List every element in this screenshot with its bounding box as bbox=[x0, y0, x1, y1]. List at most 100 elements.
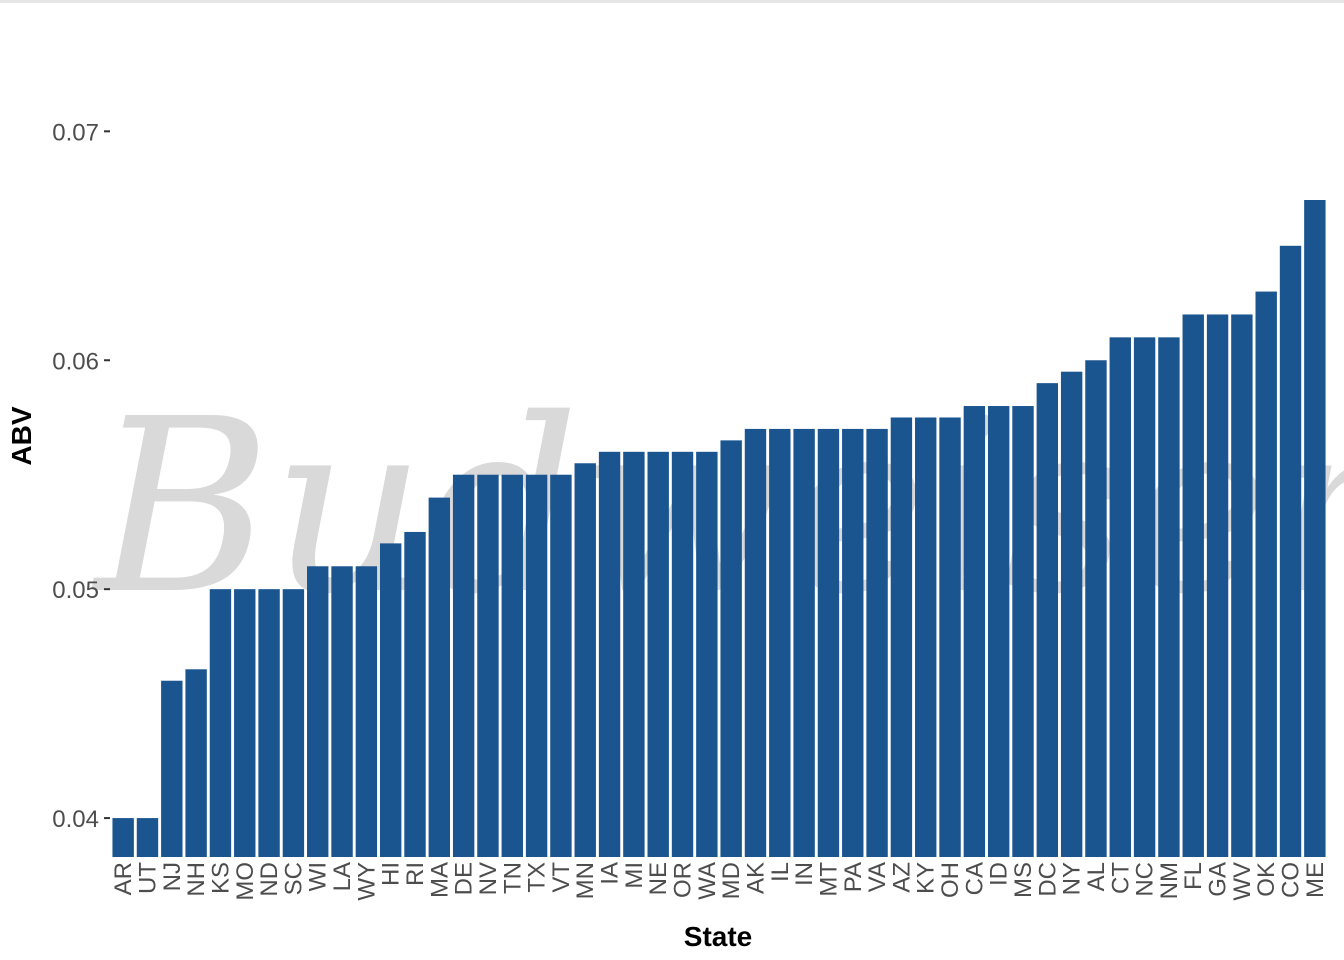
x-tick-label-ky: KY bbox=[913, 862, 940, 894]
bar-dc bbox=[1036, 383, 1059, 857]
y-tick-label: 0.07 bbox=[52, 119, 99, 146]
bar-ok bbox=[1255, 291, 1277, 857]
bar-mi bbox=[623, 451, 645, 857]
bar-az bbox=[890, 417, 913, 857]
bar-ne bbox=[647, 451, 669, 857]
x-tick-label-md: MD bbox=[718, 862, 745, 899]
x-tick-label-ca: CA bbox=[961, 862, 988, 895]
x-tick-label-co: CO bbox=[1278, 862, 1305, 898]
bar-me bbox=[1304, 200, 1326, 857]
bar-fl bbox=[1182, 314, 1204, 858]
bar-ga bbox=[1206, 314, 1229, 858]
x-tick-label-me: ME bbox=[1302, 862, 1329, 898]
x-tick-label-al: AL bbox=[1083, 862, 1110, 891]
x-tick-label-nd: ND bbox=[256, 862, 283, 897]
x-tick-label-sc: SC bbox=[280, 862, 307, 895]
x-tick-label-mo: MO bbox=[232, 862, 259, 901]
bar-wa bbox=[696, 451, 718, 857]
bar-il bbox=[769, 428, 791, 857]
bar-mt bbox=[817, 428, 840, 857]
bar-ca bbox=[963, 406, 986, 857]
bar-wv bbox=[1231, 314, 1253, 858]
x-tick-label-fl: FL bbox=[1180, 862, 1207, 890]
x-tick-label-nc: NC bbox=[1132, 862, 1159, 897]
x-tick-label-or: OR bbox=[670, 862, 697, 898]
bar-wy bbox=[355, 566, 378, 857]
bar-ut bbox=[136, 818, 159, 857]
bar-nm bbox=[1158, 337, 1180, 858]
x-tick-label-ny: NY bbox=[1059, 862, 1086, 895]
bar-mn bbox=[574, 463, 596, 857]
bar-vt bbox=[550, 474, 572, 857]
x-tick-label-tn: TN bbox=[499, 862, 526, 894]
x-tick-label-ak: AK bbox=[742, 862, 769, 894]
bar-nv bbox=[477, 474, 499, 857]
bar-wi bbox=[307, 566, 329, 857]
x-tick-label-ma: MA bbox=[426, 862, 453, 898]
bar-nj bbox=[161, 680, 183, 857]
x-tick-label-ok: OK bbox=[1253, 862, 1280, 897]
bar-nc bbox=[1133, 337, 1156, 858]
x-tick-label-wi: WI bbox=[305, 862, 332, 891]
bar-ny bbox=[1060, 371, 1083, 857]
y-axis-title: ABV bbox=[6, 406, 37, 465]
x-tick-label-ne: NE bbox=[645, 862, 672, 895]
x-tick-label-ar: AR bbox=[110, 862, 137, 895]
x-tick-label-in: IN bbox=[791, 862, 818, 886]
x-axis: ARUTNJNHKSMONDSCWILAWYHIRIMADENVTNTXVTMN… bbox=[110, 862, 1329, 901]
x-tick-label-az: AZ bbox=[888, 862, 915, 893]
x-tick-label-va: VA bbox=[864, 862, 891, 892]
x-tick-label-mi: MI bbox=[621, 862, 648, 889]
bar-pa bbox=[842, 428, 864, 857]
x-tick-label-wa: WA bbox=[694, 862, 721, 900]
bar-ar bbox=[112, 818, 134, 857]
bar-co bbox=[1279, 245, 1302, 858]
x-tick-label-nh: NH bbox=[183, 862, 210, 897]
x-axis-title: State bbox=[684, 921, 752, 952]
bar-nh bbox=[185, 669, 207, 857]
x-tick-label-ks: KS bbox=[207, 862, 234, 894]
x-tick-label-hi: HI bbox=[378, 862, 405, 886]
y-tick-label: 0.06 bbox=[52, 348, 99, 375]
bar-id bbox=[987, 406, 1010, 857]
bar-ak bbox=[744, 428, 767, 857]
x-tick-label-vt: VT bbox=[548, 862, 575, 893]
x-tick-label-tx: TX bbox=[524, 862, 551, 893]
bar-ky bbox=[915, 417, 937, 857]
bar-de bbox=[452, 474, 475, 857]
bar-ms bbox=[1012, 406, 1034, 857]
x-tick-label-wy: WY bbox=[353, 862, 380, 901]
bar-ri bbox=[404, 531, 426, 857]
bar-la bbox=[331, 566, 353, 857]
bar-in bbox=[793, 428, 815, 857]
x-tick-label-de: DE bbox=[451, 862, 478, 895]
bar-md bbox=[720, 440, 742, 857]
y-tick-label: 0.04 bbox=[52, 806, 99, 833]
bar-va bbox=[866, 428, 888, 857]
y-tick-label: 0.05 bbox=[52, 577, 99, 604]
x-tick-label-ga: GA bbox=[1205, 862, 1232, 897]
bar-mo bbox=[234, 589, 256, 857]
bar-tn bbox=[501, 474, 523, 857]
x-tick-label-il: IL bbox=[767, 862, 794, 882]
x-tick-label-pa: PA bbox=[840, 862, 867, 892]
x-tick-label-ut: UT bbox=[134, 862, 161, 894]
x-tick-label-ri: RI bbox=[402, 862, 429, 886]
bar-or bbox=[671, 451, 694, 857]
x-tick-label-dc: DC bbox=[1034, 862, 1061, 897]
bar-ma bbox=[428, 497, 451, 857]
x-tick-label-mn: MN bbox=[572, 862, 599, 899]
x-tick-label-mt: MT bbox=[815, 862, 842, 897]
bar-hi bbox=[379, 543, 402, 857]
x-tick-label-oh: OH bbox=[937, 862, 964, 898]
x-tick-label-nm: NM bbox=[1156, 862, 1183, 899]
x-tick-label-id: ID bbox=[986, 862, 1013, 886]
bar-ks bbox=[209, 589, 232, 857]
x-tick-label-nj: NJ bbox=[159, 862, 186, 891]
bar-tx bbox=[525, 474, 548, 857]
x-tick-label-ct: CT bbox=[1107, 862, 1134, 894]
y-axis: 0.04 0.05 0.06 0.07 bbox=[52, 119, 110, 833]
bar-oh bbox=[939, 417, 961, 857]
x-tick-label-la: LA bbox=[329, 862, 356, 891]
